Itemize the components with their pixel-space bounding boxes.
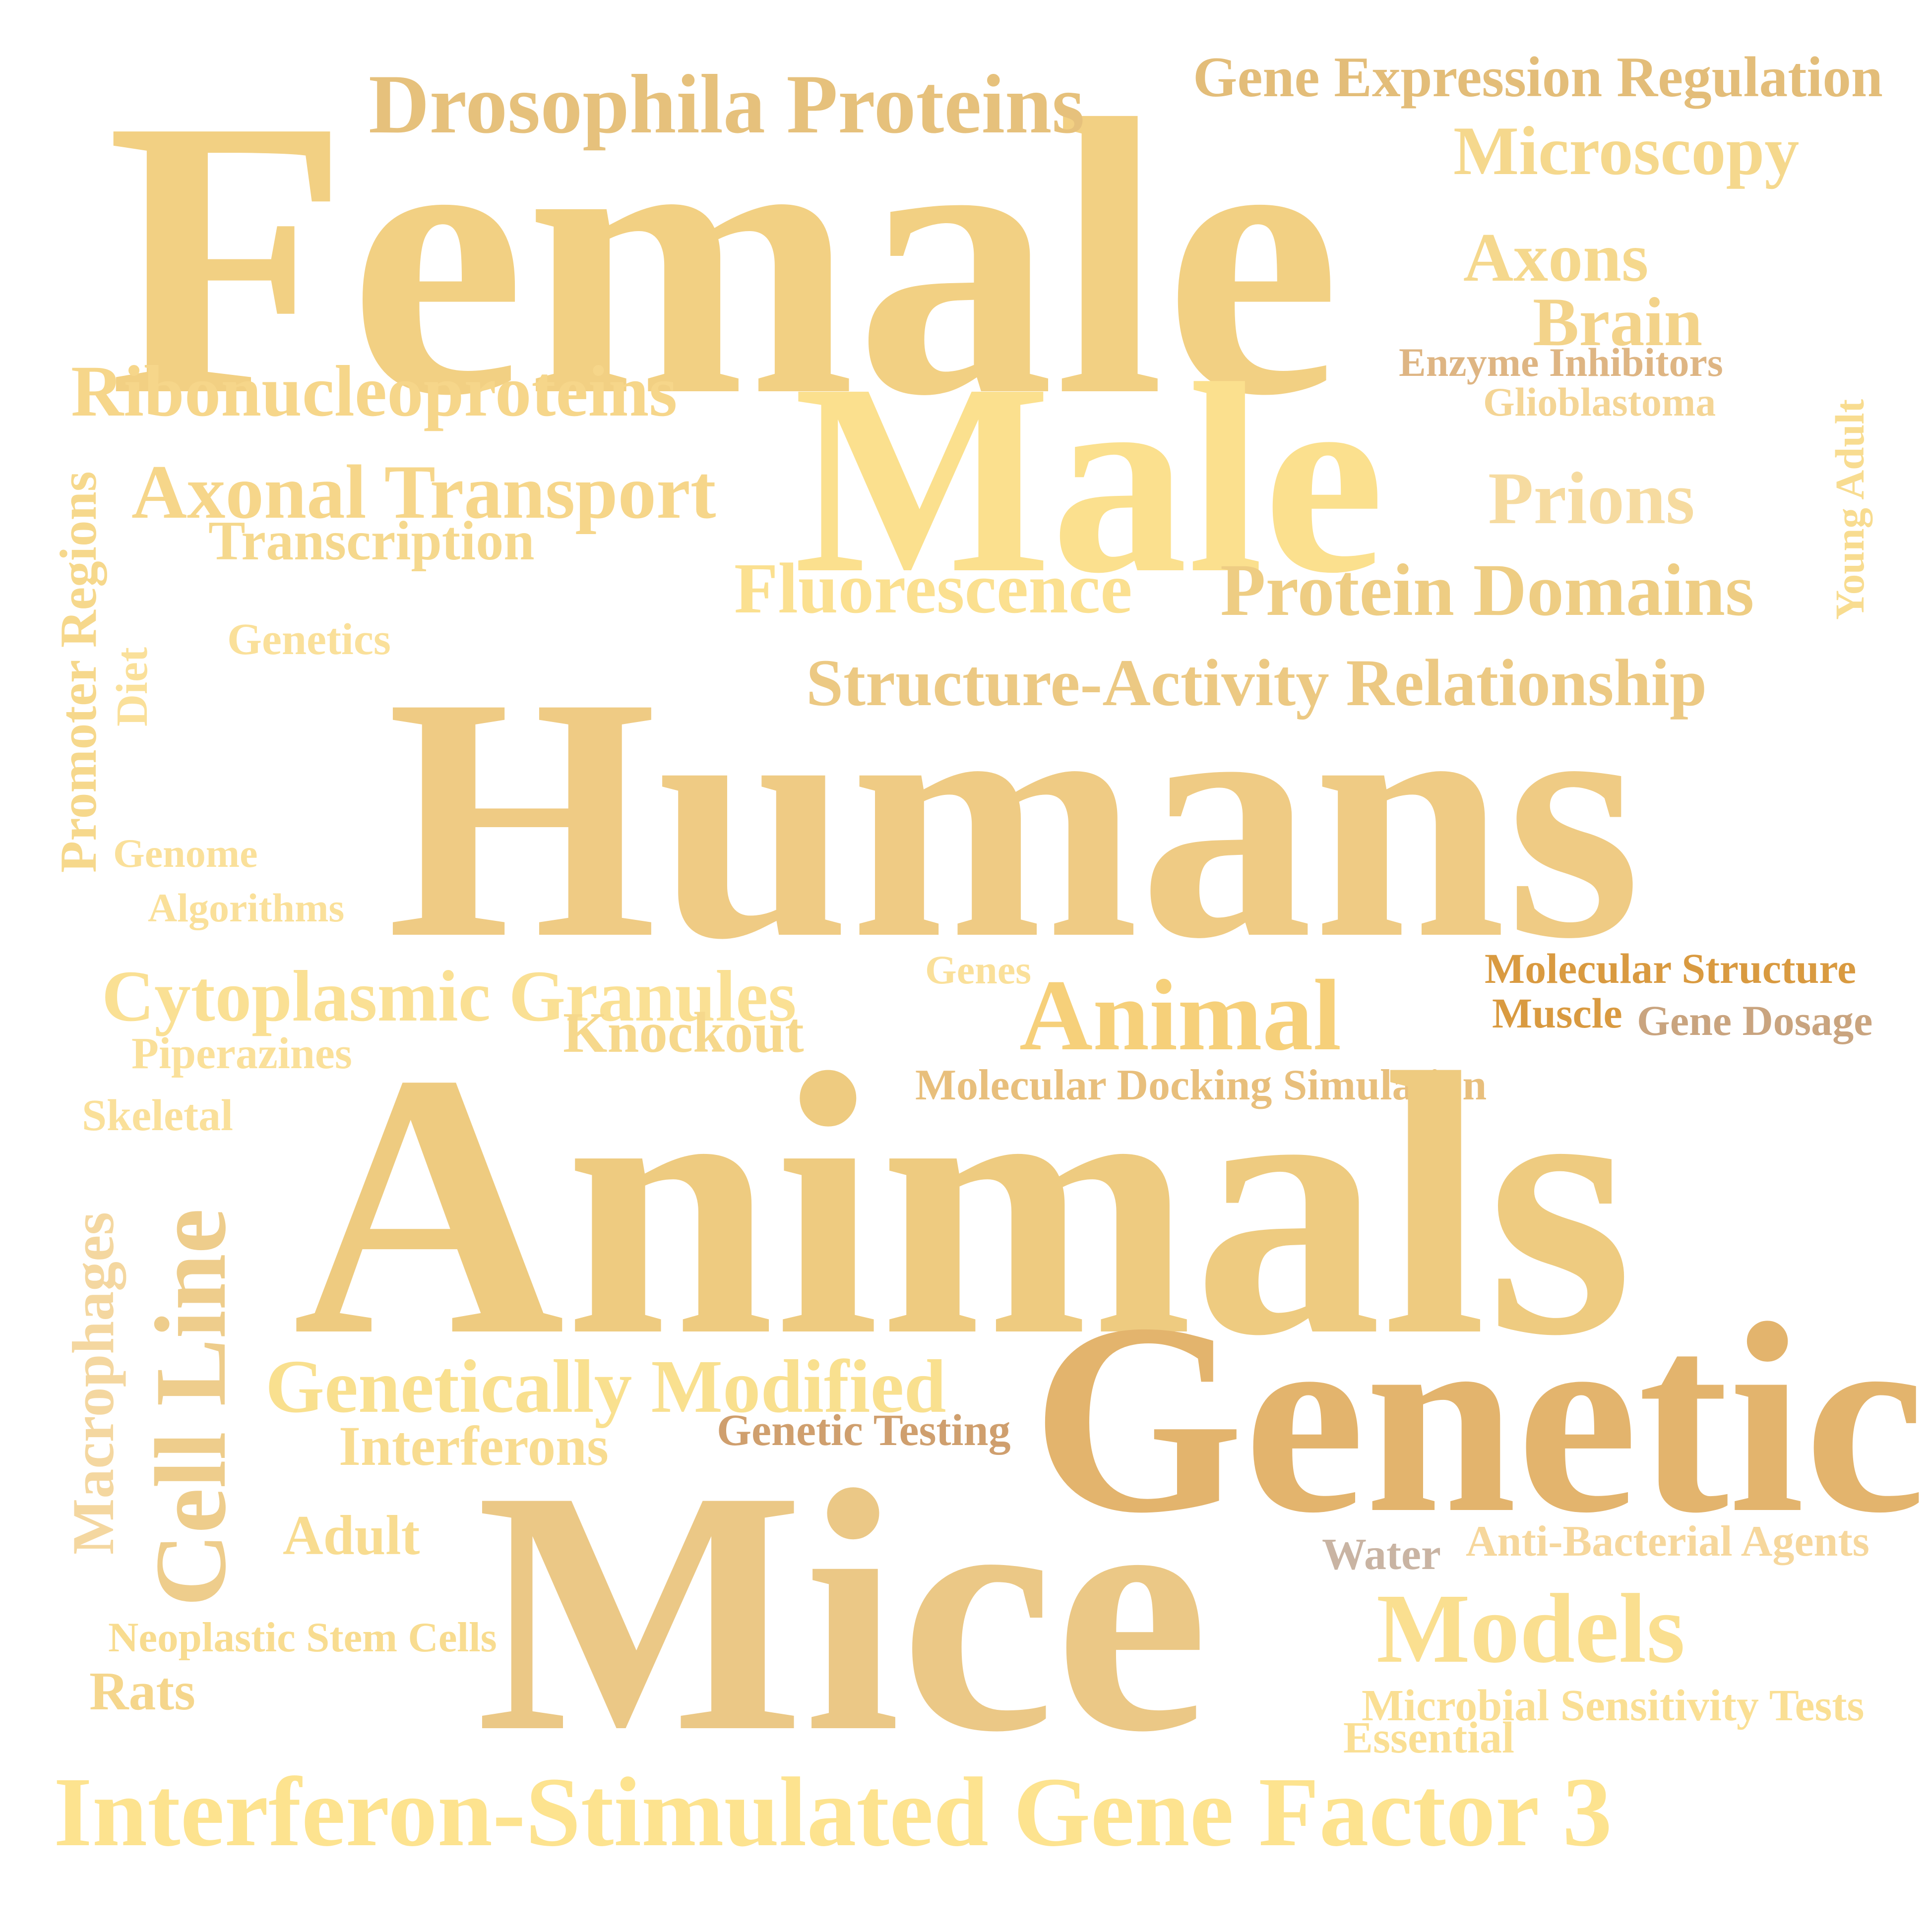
word-genetic-testing: Genetic Testing: [717, 1406, 1011, 1455]
word-fluorescence: Fluorescence: [734, 549, 1132, 628]
word-drosophila-proteins: Drosophila Proteins: [369, 58, 1085, 151]
word-transcription: Transcription: [208, 510, 535, 572]
word-glioblastoma: Glioblastoma: [1483, 379, 1716, 424]
word-genetic: Genetic: [1032, 1267, 1926, 1569]
word-interferon-stimulated-gene-factor-3: Interferon-Stimulated Gene Factor 3: [54, 1757, 1612, 1867]
word-rats: Rats: [89, 1661, 195, 1721]
word-prions: Prions: [1488, 457, 1695, 540]
word-microbial-sensitivity-tests: Microbial Sensitivity Tests: [1362, 1681, 1865, 1730]
word-muscle: Muscle: [1492, 989, 1622, 1037]
word-macrophages: Macrophages: [60, 1211, 126, 1555]
word-algorithms: Algorithms: [148, 885, 345, 930]
word-animal: Animal: [1019, 959, 1342, 1072]
word-gene-expression-regulation: Gene Expression Regulation: [1193, 46, 1883, 109]
word-animals: Animals: [293, 996, 1633, 1413]
word-interferons: Interferons: [339, 1415, 609, 1477]
word-axonal-transport: Axonal Transport: [131, 449, 716, 535]
word-microscopy: Microscopy: [1453, 113, 1800, 189]
word-anti-bacterial-agents: Anti-Bacterial Agents: [1466, 1517, 1870, 1566]
word-knockout: Knockout: [563, 1001, 804, 1064]
word-brain: Brain: [1533, 284, 1703, 361]
word-genetics: Genetics: [227, 615, 391, 664]
word-structure-activity-relationship: Structure-Activity Relationship: [806, 646, 1707, 720]
word-young-adult: Young Adult: [1827, 399, 1872, 620]
word-piperazines: Piperazines: [131, 1029, 352, 1078]
word-genetically-modified: Genetically Modified: [265, 1345, 946, 1429]
word-molecular-structure: Molecular Structure: [1485, 945, 1857, 992]
word-models: Models: [1376, 1574, 1685, 1684]
word-protein-domains: Protein Domains: [1220, 549, 1754, 631]
word-gene-dosage: Gene Dosage: [1637, 997, 1873, 1044]
word-adult: Adult: [283, 1505, 420, 1567]
word-water: Water: [1322, 1530, 1441, 1579]
word-cytoplasmic-granules: Cytoplasmic Granules: [102, 956, 797, 1036]
word-male: Male: [794, 327, 1385, 629]
word-promoter-regions: Promoter Regions: [49, 471, 107, 873]
word-cell-line: Cell Line: [134, 1208, 247, 1607]
word-female: Female: [107, 38, 1341, 478]
word-mice: Mice: [476, 1419, 1209, 1804]
word-essential: Essential: [1343, 1713, 1515, 1762]
word-diet: Diet: [108, 647, 157, 726]
word-axons: Axons: [1463, 219, 1649, 296]
word-genome: Genome: [113, 831, 258, 876]
word-humans: Humans: [387, 626, 1641, 1010]
word-enzyme-inhibitors: Enzyme Inhibitors: [1399, 340, 1723, 385]
word-molecular-docking-simulation: Molecular Docking Simulation: [915, 1061, 1487, 1109]
word-genes: Genes: [925, 947, 1032, 992]
word-skeletal: Skeletal: [82, 1091, 233, 1140]
word-neoplastic-stem-cells: Neoplastic Stem Cells: [108, 1614, 497, 1661]
word-ribonucleoproteins: Ribonucleoproteins: [71, 351, 678, 431]
